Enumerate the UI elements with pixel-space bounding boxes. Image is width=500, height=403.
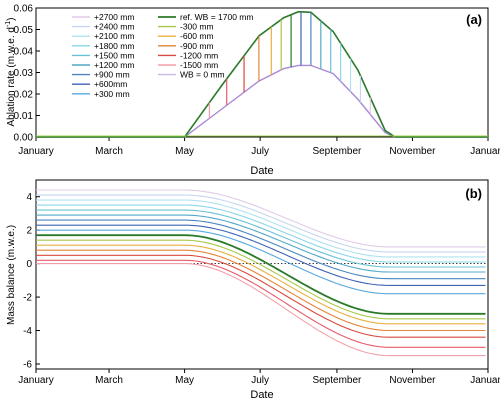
mb-series-line bbox=[36, 209, 486, 268]
b-axes: -6 -4 -2 0 2 4 January March May July September Nov… bbox=[18, 192, 500, 386]
panel-label-b: (b) bbox=[465, 186, 482, 201]
legend-label: +900 mm bbox=[94, 70, 130, 80]
mb-series-line bbox=[36, 204, 486, 263]
b-xtick-label: September bbox=[312, 375, 362, 386]
mb-series-line bbox=[36, 259, 486, 348]
mb-series-line bbox=[36, 244, 486, 325]
a-ytick-label: 0.06 bbox=[14, 4, 34, 15]
mb-series-line bbox=[36, 199, 486, 258]
legend-label: +1800 mm bbox=[94, 41, 134, 51]
b-ytick-label: 2 bbox=[26, 226, 32, 237]
a-xtick-label: May bbox=[175, 146, 194, 157]
legend-label: +2400 mm bbox=[94, 22, 134, 32]
legend-label: -600 mm bbox=[180, 31, 214, 41]
mb-series-line bbox=[36, 254, 486, 338]
mb-series-line bbox=[36, 229, 486, 295]
mb-series-line bbox=[36, 189, 486, 248]
b-ytick-label: 0 bbox=[26, 259, 32, 270]
a-xtick-label: March bbox=[95, 146, 123, 157]
b-ytick-label: -2 bbox=[23, 293, 32, 304]
ylabel-a: Ablation rate (m.w.e. d-1) bbox=[5, 17, 17, 126]
panel-b: -6 -4 -2 0 2 4 January March May July September Nov… bbox=[6, 179, 500, 401]
a-curve-upper bbox=[36, 10, 488, 138]
ylabel-b: Mass balance (m.w.e.) bbox=[6, 225, 17, 325]
a-axes: 0.00 0.01 0.02 0.03 0.04 0.05 0.06 January March… bbox=[14, 4, 500, 158]
a-vlines bbox=[208, 11, 371, 119]
mb-series-line bbox=[36, 263, 486, 357]
legend-label: +300 mm bbox=[94, 89, 130, 99]
legend-label: +1500 mm bbox=[94, 50, 134, 60]
legend-label: WB = 0 mm bbox=[180, 70, 225, 80]
b-xtick-label: January bbox=[18, 375, 54, 386]
plot-frame-b bbox=[35, 179, 489, 370]
b-xtick-label: January bbox=[470, 375, 500, 386]
a-ytick-label: 0.05 bbox=[14, 25, 34, 36]
b-xtick-label: July bbox=[251, 375, 269, 386]
xlabel-a: Date bbox=[250, 165, 273, 177]
legend-label: -900 mm bbox=[180, 41, 214, 51]
mb-series-line bbox=[36, 249, 486, 332]
legend-label: +2100 mm bbox=[94, 31, 134, 41]
legend-label: +2700 mm bbox=[94, 12, 134, 22]
a-ytick-label: 0.04 bbox=[14, 47, 34, 58]
a-xtick-label: November bbox=[389, 146, 436, 157]
a-xtick-label: January bbox=[470, 146, 500, 157]
b-xtick-label: May bbox=[175, 375, 194, 386]
legend-label: -1200 mm bbox=[180, 50, 218, 60]
mb-series-line bbox=[36, 224, 486, 286]
a-ytick-label: 0.02 bbox=[14, 90, 34, 101]
b-xtick-label: March bbox=[95, 375, 123, 386]
a-legend: +2700 mm+2400 mm+2100 mm+1800 mm+1500 mm… bbox=[72, 12, 253, 99]
a-xtick-label: September bbox=[312, 146, 362, 157]
legend-label: ref. WB = 1700 mm bbox=[180, 12, 253, 22]
ylabel-a-sup: -1 bbox=[5, 21, 12, 27]
panel-label-a: (a) bbox=[466, 12, 482, 27]
legend-label: +1200 mm bbox=[94, 60, 134, 70]
legend-label: -300 mm bbox=[180, 22, 214, 32]
b-ytick-label: 4 bbox=[26, 192, 32, 203]
mb-series-line bbox=[36, 214, 486, 273]
xlabel-b: Date bbox=[250, 389, 273, 401]
a-xtick-label: January bbox=[18, 146, 54, 157]
b-lines bbox=[36, 189, 486, 357]
legend-label: -1500 mm bbox=[180, 60, 218, 70]
panel-a: 0.00 0.01 0.02 0.03 0.04 0.05 0.06 January March… bbox=[5, 4, 500, 178]
a-ytick-label: 0.03 bbox=[14, 68, 34, 79]
ylabel-a-main: Ablation rate (m.w.e. d bbox=[6, 27, 17, 127]
b-ytick-label: -6 bbox=[23, 359, 32, 370]
a-ytick-label: 0.01 bbox=[14, 111, 34, 122]
ylabel-a-close: ) bbox=[6, 17, 17, 20]
a-curve-lower bbox=[36, 64, 488, 138]
a-ytick-label: 0.00 bbox=[14, 133, 34, 144]
mb-series-line bbox=[36, 239, 486, 320]
mb-series-line bbox=[36, 194, 486, 253]
a-curves bbox=[36, 10, 488, 138]
b-xtick-label: November bbox=[389, 375, 436, 386]
a-xtick-label: July bbox=[251, 146, 269, 157]
b-ytick-label: -4 bbox=[23, 326, 32, 337]
mb-series-line bbox=[36, 234, 486, 315]
legend-label: +600mm bbox=[94, 79, 127, 89]
mb-series-line bbox=[36, 219, 486, 280]
